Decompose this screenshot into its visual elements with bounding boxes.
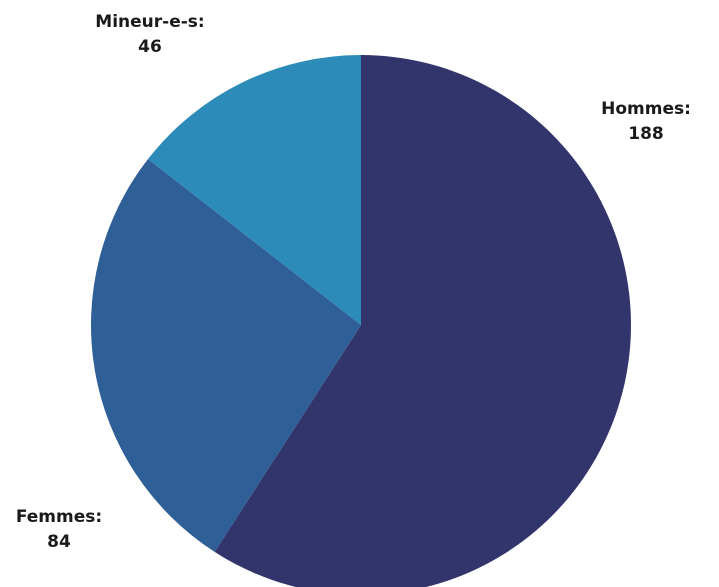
- pie-slices: [90, 54, 631, 587]
- slice-label-hommes: Hommes: 188: [601, 97, 691, 147]
- slice-label-mineur-e-s: Mineur-e-s: 46: [95, 10, 204, 60]
- slice-label-mineur-e-s-name: Mineur-e-s:: [95, 12, 205, 32]
- pie-slice-femmes: [90, 159, 362, 552]
- slice-label-hommes-value: 188: [628, 124, 664, 144]
- pie-slice-hommes: [214, 55, 631, 587]
- slice-label-femmes-value: 84: [47, 532, 71, 552]
- slice-label-femmes-name: Femmes:: [15, 507, 103, 527]
- slice-label-hommes-name: Hommes:: [601, 99, 691, 119]
- slice-label-femmes: Femmes: 84: [16, 505, 102, 555]
- pie-slice-mineur-e-s: [148, 54, 361, 325]
- slice-label-mineur-e-s-value: 46: [138, 37, 162, 57]
